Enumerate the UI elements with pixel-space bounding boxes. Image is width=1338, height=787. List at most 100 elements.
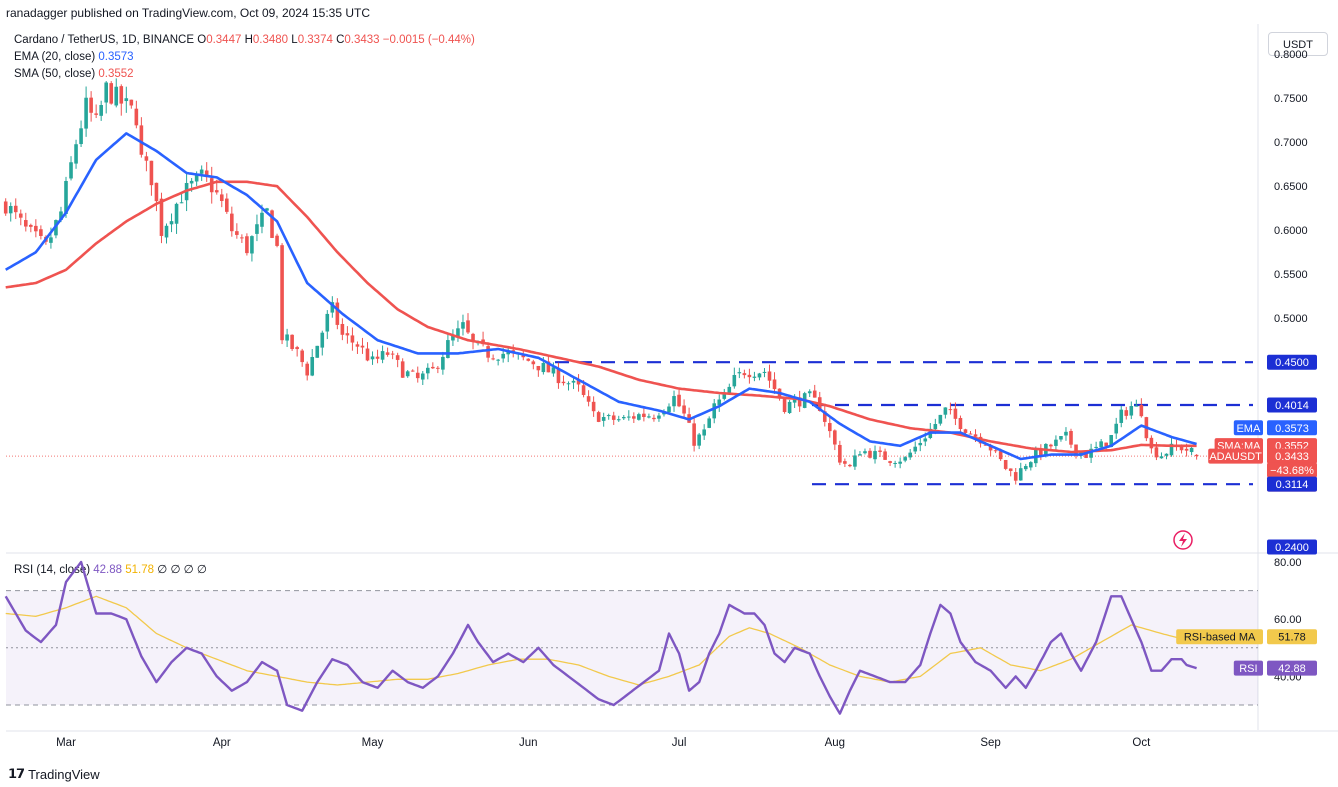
price-tick-label: 0.5500 [1274,269,1308,281]
candle-body [566,383,571,385]
candle-body [782,397,787,413]
candle-body [99,105,103,116]
price-badge: 0.3573 EMA [1233,420,1317,436]
candle-body [1054,439,1058,446]
candle-body [757,373,762,378]
grid-layer [6,24,1338,732]
price-badge-bg [1267,462,1317,478]
candle-body [129,99,134,106]
price-badge: 0.3433 ADAUSDT [1208,448,1317,464]
change-value: −0.0015 (−0.44%) [382,34,475,46]
candle-body [943,407,948,415]
rsi-legend[interactable]: RSI (14, close) 42.88 51.78 ∅ ∅ ∅ ∅ [14,562,207,576]
candle-body [204,170,209,178]
price-tick-label: 0.6500 [1274,181,1308,193]
symbol-title[interactable]: Cardano / TetherUS, 1D, BINANCE [14,34,195,46]
candle-body [586,396,591,402]
open-value: 0.3447 [206,34,242,46]
candle-body [1149,437,1154,449]
rsi-band-fill [6,590,1258,705]
candle-body [265,208,269,211]
candle-body [611,415,616,420]
candle-body [225,198,229,212]
rsi-tick-label: 80.00 [1274,557,1302,569]
candle-body [556,368,561,384]
candle-body [993,450,998,452]
candle-body [933,424,938,430]
candle-body [1124,410,1129,416]
sma-legend[interactable]: SMA (50, close) 0.3552 [14,68,134,80]
candle-body [551,367,556,374]
candle-body [858,454,862,456]
candle-body [802,393,807,408]
candle-body [179,202,184,204]
rsi-label: RSI [1239,663,1257,675]
price-badge-bg [1267,476,1317,492]
candle-body [1079,452,1083,456]
candle-body [426,367,430,374]
candle-body [144,156,149,161]
rsi-tick-label: 60.00 [1274,614,1302,626]
series-label-bg [1208,448,1263,464]
candle-body [471,333,475,342]
date-tick-label: Aug [825,737,845,749]
candle-body [481,339,485,345]
candle-body [1008,468,1013,471]
tradingview-mark-icon: 𝟭𝟳 [8,766,25,781]
rsi-label-bg [1233,660,1263,676]
candle-body [762,371,767,373]
candle-body [214,190,219,193]
price-badge-bg [1267,354,1317,370]
candle-body [903,457,907,461]
candle-body [1094,446,1098,449]
candle-body [918,442,923,446]
rsi-badge-bg [1267,629,1317,645]
candle-body [506,352,510,355]
publisher-line: ranadagger published on TradingView.com,… [6,6,371,20]
rsi-tick-label: 40.00 [1274,671,1302,683]
candle-body [627,416,631,418]
candle-body [873,451,877,460]
candle-body [295,347,299,350]
candle-body [149,160,154,186]
candle-body [79,128,83,145]
candles-layer [3,78,1199,485]
ema-legend[interactable]: EMA (20, close) 0.3573 [14,51,134,63]
candle-body [410,370,415,372]
currency-button[interactable]: USDT [1268,32,1328,56]
candle-body [868,450,872,458]
candle-body [496,359,500,361]
rsi-ma-line [5,595,1197,686]
date-tick-label: Sep [980,737,1000,749]
candle-body [420,373,425,380]
rsi-ma-legend-value: 51.78 [125,564,155,576]
candle-body [1059,436,1063,440]
candle-body [305,363,309,376]
candle-body [777,388,782,399]
candle-body [606,415,611,417]
candle-body [436,367,440,369]
ema-20-line [5,132,1197,461]
candle-body [963,429,968,433]
candle-body [169,221,174,225]
tradingview-logo[interactable]: 𝟭𝟳 TradingView [8,766,100,782]
candle-body [1069,430,1073,445]
candle-body [1159,456,1164,459]
price-badge-bg [1267,438,1317,454]
candle-body [29,224,33,227]
candle-body [1084,452,1088,458]
candle-body [722,393,727,399]
candle-body [1189,447,1194,453]
price-badge-bg [1267,476,1317,492]
candle-body [18,213,23,218]
candle-body [988,444,993,451]
high-label: H [244,34,253,46]
candle-body [772,379,777,390]
price-badge: 0.4500 [1267,354,1317,370]
candle-body [280,245,284,341]
candle-body [928,428,933,438]
candle-body [446,340,450,359]
candle-body [380,351,385,360]
candle-body [697,434,701,446]
